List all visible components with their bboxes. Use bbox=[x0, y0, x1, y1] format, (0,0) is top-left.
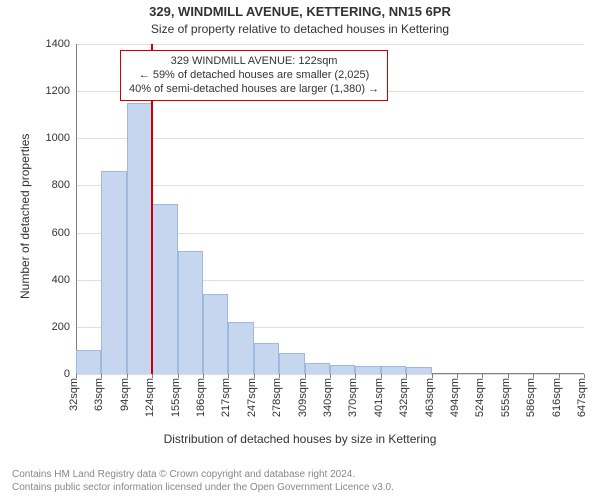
x-tick-mark bbox=[482, 374, 483, 378]
histogram-bar bbox=[228, 322, 253, 374]
x-tick-label: 124sqm bbox=[144, 378, 156, 417]
x-tick-mark bbox=[381, 374, 382, 378]
y-tick-label: 1400 bbox=[46, 38, 70, 50]
y-tick-label: 400 bbox=[52, 274, 70, 286]
x-tick-mark bbox=[355, 374, 356, 378]
annotation-line: 40% of semi-detached houses are larger (… bbox=[129, 83, 379, 97]
x-tick-mark bbox=[330, 374, 331, 378]
x-tick-mark bbox=[127, 374, 128, 378]
x-tick-mark bbox=[203, 374, 204, 378]
x-tick-label: 309sqm bbox=[297, 378, 309, 417]
x-tick-mark bbox=[508, 374, 509, 378]
x-tick-label: 524sqm bbox=[474, 378, 486, 417]
x-tick-label: 432sqm bbox=[398, 378, 410, 417]
histogram-bar bbox=[76, 350, 101, 374]
y-tick-label: 1200 bbox=[46, 85, 70, 97]
x-tick-label: 647sqm bbox=[576, 378, 588, 417]
x-tick-label: 401sqm bbox=[373, 378, 385, 417]
x-tick-label: 217sqm bbox=[220, 378, 232, 417]
histogram-bar bbox=[406, 367, 431, 374]
histogram-bar bbox=[127, 103, 152, 374]
x-tick-mark bbox=[584, 374, 585, 378]
x-tick-label: 370sqm bbox=[347, 378, 359, 417]
y-tick-label: 600 bbox=[52, 227, 70, 239]
x-tick-mark bbox=[152, 374, 153, 378]
x-tick-label: 555sqm bbox=[500, 378, 512, 417]
x-tick-label: 63sqm bbox=[93, 378, 105, 411]
histogram-bar bbox=[152, 204, 177, 374]
x-tick-mark bbox=[101, 374, 102, 378]
y-tick-label: 800 bbox=[52, 179, 70, 191]
x-tick-mark bbox=[559, 374, 560, 378]
footer: Contains HM Land Registry data © Crown c… bbox=[12, 469, 394, 494]
chart-container: 329, WINDMILL AVENUE, KETTERING, NN15 6P… bbox=[0, 0, 600, 500]
histogram-bar bbox=[203, 294, 228, 374]
annotation-line: 329 WINDMILL AVENUE: 122sqm bbox=[129, 55, 379, 69]
y-tick-label: 200 bbox=[52, 321, 70, 333]
x-tick-mark bbox=[432, 374, 433, 378]
x-tick-label: 94sqm bbox=[119, 378, 131, 411]
x-tick-mark bbox=[254, 374, 255, 378]
x-axis-title: Distribution of detached houses by size … bbox=[0, 432, 600, 446]
footer-line: Contains public sector information licen… bbox=[12, 482, 394, 495]
y-tick-label: 1000 bbox=[46, 132, 70, 144]
chart-subtitle: Size of property relative to detached ho… bbox=[0, 22, 600, 36]
x-tick-mark bbox=[305, 374, 306, 378]
x-tick-label: 247sqm bbox=[246, 378, 258, 417]
annotation-line: ← 59% of detached houses are smaller (2,… bbox=[129, 69, 379, 83]
y-axis-title: Number of detached properties bbox=[18, 134, 32, 299]
histogram-bar bbox=[381, 366, 406, 374]
x-tick-label: 32sqm bbox=[68, 378, 80, 411]
y-axis-line bbox=[76, 44, 77, 374]
histogram-bar bbox=[101, 171, 126, 374]
annotation-box: 329 WINDMILL AVENUE: 122sqm ← 59% of det… bbox=[120, 50, 388, 101]
x-tick-mark bbox=[279, 374, 280, 378]
x-tick-label: 494sqm bbox=[449, 378, 461, 417]
x-tick-label: 616sqm bbox=[551, 378, 563, 417]
x-tick-label: 278sqm bbox=[271, 378, 283, 417]
histogram-bar bbox=[355, 366, 380, 374]
x-tick-mark bbox=[228, 374, 229, 378]
x-tick-label: 186sqm bbox=[195, 378, 207, 417]
x-tick-mark bbox=[533, 374, 534, 378]
x-tick-mark bbox=[178, 374, 179, 378]
x-tick-label: 340sqm bbox=[322, 378, 334, 417]
x-tick-label: 155sqm bbox=[170, 378, 182, 417]
histogram-bar bbox=[305, 363, 330, 374]
x-tick-label: 463sqm bbox=[424, 378, 436, 417]
x-tick-mark bbox=[76, 374, 77, 378]
histogram-bar bbox=[178, 251, 203, 374]
histogram-bar bbox=[254, 343, 279, 374]
x-tick-label: 586sqm bbox=[525, 378, 537, 417]
chart-title: 329, WINDMILL AVENUE, KETTERING, NN15 6P… bbox=[0, 4, 600, 19]
x-tick-mark bbox=[457, 374, 458, 378]
histogram-bar bbox=[330, 365, 355, 374]
histogram-bar bbox=[279, 353, 304, 374]
x-tick-mark bbox=[406, 374, 407, 378]
footer-line: Contains HM Land Registry data © Crown c… bbox=[12, 469, 394, 482]
